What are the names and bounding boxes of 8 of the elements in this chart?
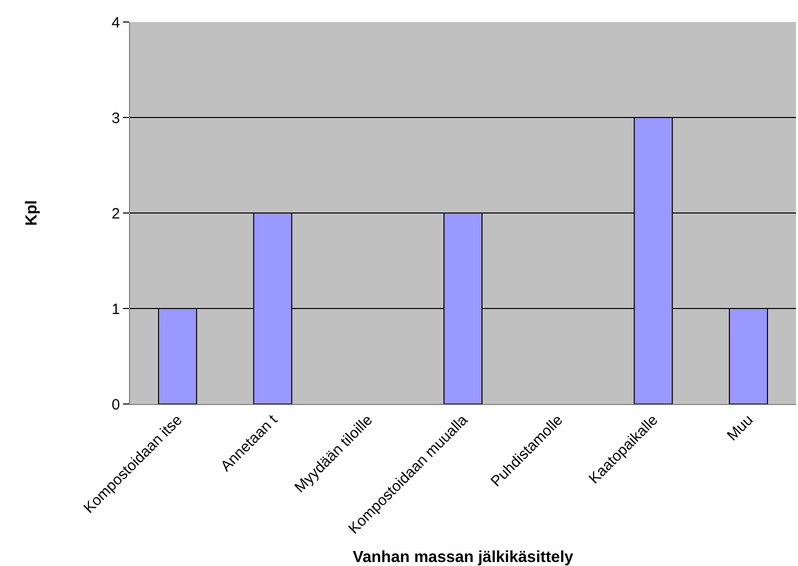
x-tick-label: Muu: [724, 412, 757, 444]
y-tick-label: 0: [112, 396, 120, 414]
y-tick-label: 4: [112, 14, 120, 32]
y-axis-title: Kpl: [24, 200, 41, 226]
y-tick-label: 2: [112, 205, 120, 222]
x-axis-title: Vanhan massan jälkikäsittely: [352, 549, 574, 566]
y-tick-label: 1: [112, 300, 120, 318]
y-tick-label: 3: [112, 110, 120, 127]
